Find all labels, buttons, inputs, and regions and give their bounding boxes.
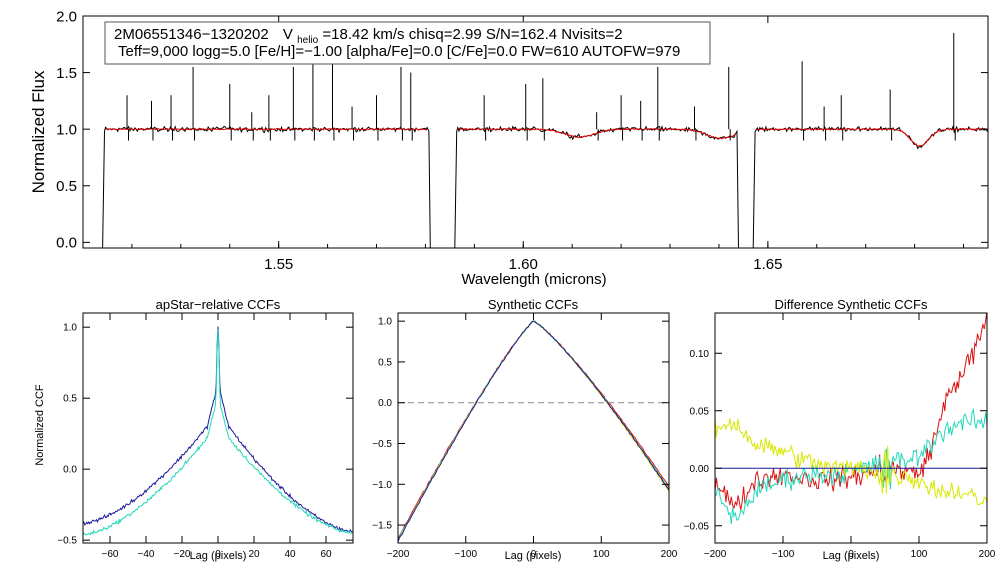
- y-tick-label: 0.5: [378, 357, 392, 368]
- x-tick-label: −60: [102, 549, 119, 560]
- x-tick-label: 100: [911, 549, 928, 560]
- spectrum-info-line2: Teff=9,000 logg=5.0 [Fe/H]=−1.00 [alpha/…: [118, 43, 680, 60]
- difference-ccf-line-teal: [715, 407, 987, 525]
- y-tick-label: −0.5: [372, 439, 392, 450]
- x-tick-label: 0: [215, 549, 221, 560]
- spectrum-info-stats: =18.42 km/s chisq=2.99 S/N=162.4 Nvisits…: [322, 26, 622, 43]
- x-tick-label: 200: [979, 549, 996, 560]
- x-tick-label: 20: [248, 549, 260, 560]
- difference-ccf-frame: [714, 312, 988, 544]
- apstar-ccf-y-axis-label: Normalized CCF: [34, 384, 46, 466]
- apstar-ccf-title: apStar−relative CCFs: [156, 297, 281, 312]
- y-tick-label: −0.05: [684, 521, 710, 532]
- synthetic-ccf-line-model: [398, 320, 669, 538]
- y-tick-label: 0.5: [56, 178, 77, 195]
- y-tick-label: −1.0: [372, 480, 392, 491]
- x-tick-label: −100: [772, 549, 795, 560]
- x-tick-label: 1.55: [264, 256, 293, 273]
- y-tick-label: 0.0: [63, 465, 77, 476]
- synthetic-ccf-frame: [397, 312, 670, 544]
- y-tick-label: 1.0: [56, 121, 77, 138]
- apstar-ccf-ticks: −60 −40 −20 0 20 40 60 −0.5 0.0 0.5 1.0: [57, 313, 353, 560]
- x-tick-label: 200: [661, 549, 678, 560]
- apstar-ccf-line-visit: [83, 329, 353, 536]
- vhelio-v: V: [283, 26, 293, 43]
- spectrum-panel: 1.55 1.60 1.65 0.0 0.5 1.0 1.5 2.0 Normalized F…: [29, 8, 989, 288]
- synthetic-ccf-line-combined: [398, 320, 669, 543]
- y-tick-label: 1.0: [63, 323, 77, 334]
- x-tick-label: 0: [848, 549, 854, 560]
- y-tick-label: 0.00: [690, 464, 710, 475]
- x-tick-label: −20: [174, 549, 191, 560]
- spectrum-model-line: [105, 127, 428, 131]
- apstar-ccf-line-combined: [83, 326, 353, 533]
- spectrum-info-box: [104, 21, 711, 65]
- x-tick-label: 1.65: [753, 256, 782, 273]
- spectrum-observed-line: [454, 125, 739, 248]
- spectrum-y-axis-label: Normalized Flux: [29, 70, 48, 193]
- y-tick-label: −0.5: [57, 536, 77, 547]
- apstar-ccf-x-axis-label: Lag (pixels): [190, 550, 247, 562]
- apstar-ccf-frame: [82, 312, 354, 544]
- y-tick-label: 1.5: [56, 65, 77, 82]
- difference-ccf-title: Difference Synthetic CCFs: [775, 297, 928, 312]
- x-tick-label: −40: [138, 549, 155, 560]
- spectrum-observed-line: [752, 125, 988, 248]
- difference-ccf-panel: −200 −100 0 100 200 −0.05 0.00 0.05 0.10 Differe…: [684, 297, 996, 562]
- synthetic-ccf-plot-area: [398, 320, 669, 543]
- difference-ccf-x-axis-label: Lag (pixels): [823, 550, 880, 562]
- spectrum-model-line: [457, 127, 736, 140]
- spectrum-ticks: 1.55 1.60 1.65 0.0 0.5 1.0 1.5 2.0: [56, 8, 988, 273]
- y-tick-label: 0.5: [63, 394, 77, 405]
- x-tick-label: −200: [704, 549, 727, 560]
- vhelio-subscript: helio: [297, 35, 319, 46]
- x-tick-label: 60: [320, 549, 332, 560]
- synthetic-ccf-title: Synthetic CCFs: [488, 297, 579, 312]
- spectrum-observed-line: [102, 125, 431, 248]
- x-tick-label: −100: [454, 549, 477, 560]
- spectrum-model-line: [755, 127, 988, 147]
- star-id: 2M06551346−1320202: [114, 26, 269, 43]
- x-tick-label: 0: [531, 549, 537, 560]
- difference-ccf-line-yellow: [715, 415, 987, 506]
- difference-ccf-plot-area: [715, 313, 987, 525]
- difference-ccf-ticks: −200 −100 0 100 200 −0.05 0.00 0.05 0.10: [684, 313, 996, 560]
- y-tick-label: 1.0: [378, 317, 392, 328]
- y-tick-label: 0.0: [56, 235, 77, 252]
- difference-ccf-line-red: [715, 313, 987, 511]
- x-tick-label: 1.60: [509, 256, 538, 273]
- x-tick-label: 40: [284, 549, 296, 560]
- y-tick-label: 2.0: [56, 8, 77, 25]
- spectrum-frame: [82, 15, 989, 249]
- spectrum-x-axis-label: Wavelength (microns): [461, 271, 606, 288]
- apstar-ccf-plot-area: [83, 326, 353, 536]
- apstar-ccf-panel: −60 −40 −20 0 20 40 60 −0.5 0.0 0.5 1.0 apStar−rel…: [34, 297, 354, 562]
- spectrum-info-line1: 2M06551346−1320202 V helio =18.42 km/s c…: [114, 26, 623, 47]
- y-tick-label: 0.10: [690, 349, 710, 360]
- synthetic-ccf-ticks: −200 −100 0 100 200 −1.5 −1.0 −0.5 0.0 0.5 1.0: [372, 313, 678, 560]
- x-tick-label: 100: [593, 549, 610, 560]
- y-tick-label: −1.5: [372, 521, 392, 532]
- x-tick-label: −200: [387, 549, 410, 560]
- y-tick-label: 0.0: [378, 398, 392, 409]
- y-tick-label: 0.05: [690, 406, 710, 417]
- synthetic-ccf-panel: −200 −100 0 100 200 −1.5 −1.0 −0.5 0.0 0.5 1.0 Syn…: [372, 297, 678, 562]
- synthetic-ccf-x-axis-label: Lag (pixels): [505, 550, 562, 562]
